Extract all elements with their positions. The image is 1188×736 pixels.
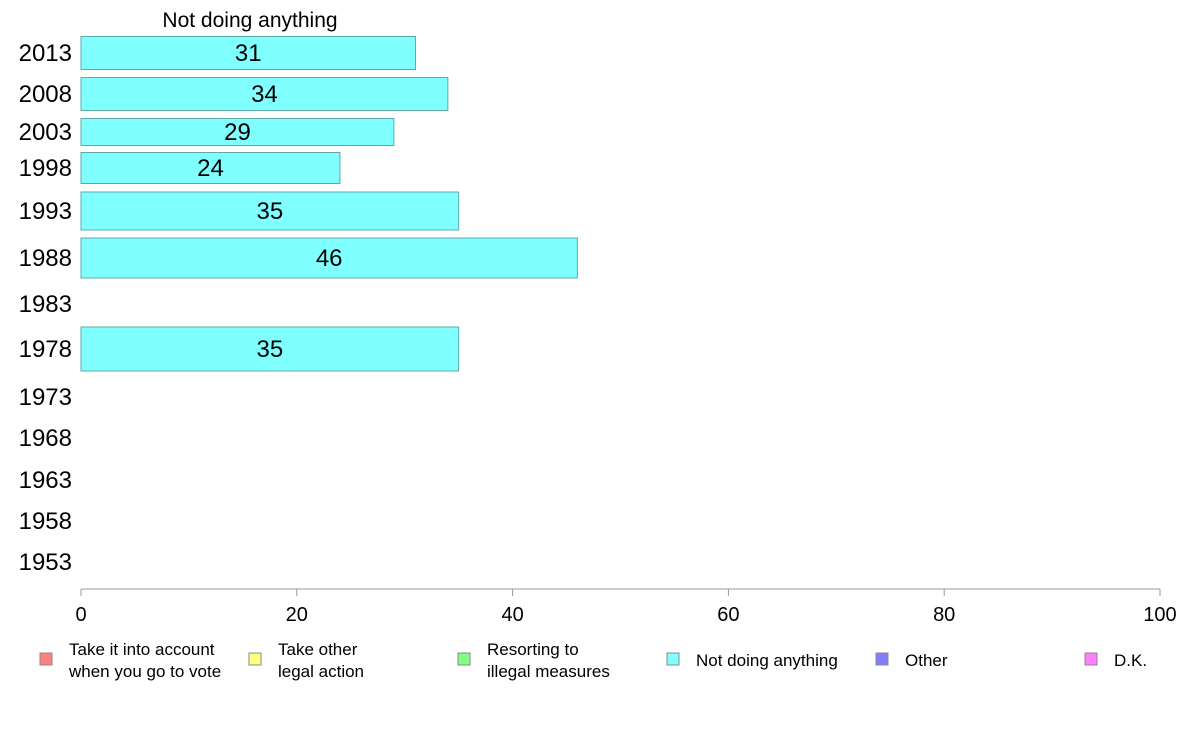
legend-label: Not doing anything (696, 651, 838, 670)
legend-item-2: Take other legal action (248, 640, 364, 681)
legend-label: Other (905, 651, 948, 670)
legend-swatch (457, 652, 471, 666)
x-tick-label-40: 40 (501, 604, 523, 626)
chart-title: Not doing anything (162, 9, 337, 32)
x-tick-label-100: 100 (1143, 604, 1176, 626)
legend-swatch (248, 652, 262, 666)
bar-value-label-1998: 24 (197, 155, 224, 182)
category-label-1988: 1988 (19, 245, 72, 272)
category-label-1978: 1978 (19, 336, 72, 363)
legend-item-3: Resorting to illegal measures (457, 640, 610, 681)
category-label-1958: 1958 (19, 508, 72, 535)
bar-value-label-1988: 46 (316, 245, 343, 272)
category-label-1963: 1963 (19, 467, 72, 494)
category-label-2013: 2013 (19, 40, 72, 67)
bar-2003 (80, 118, 395, 146)
legend-item-5: Other (875, 651, 948, 670)
legend-label: Take it into account when you go to vote (68, 640, 221, 681)
category-label-1998: 1998 (19, 155, 72, 182)
category-label-1953: 1953 (19, 549, 72, 576)
bar-value-label-1993: 35 (256, 198, 283, 225)
category-label-2008: 2008 (19, 81, 72, 108)
category-label-1983: 1983 (19, 291, 72, 318)
bar-value-label-2003: 29 (224, 119, 251, 146)
legend-swatch (1084, 652, 1098, 666)
bar-value-label-2008: 34 (251, 81, 278, 108)
category-label-2003: 2003 (19, 119, 72, 146)
legend-item-1: Take it into account when you go to vote (39, 640, 221, 681)
category-label-1993: 1993 (19, 198, 72, 225)
bar-1993 (80, 191, 460, 231)
legend-label: Resorting to illegal measures (487, 640, 610, 681)
category-label-1968: 1968 (19, 425, 72, 452)
x-tick-label-80: 80 (933, 604, 955, 626)
legend-swatch (666, 652, 680, 666)
x-tick-label-60: 60 (717, 604, 739, 626)
category-label-1973: 1973 (19, 384, 72, 411)
legend-item-4: Not doing anything (666, 651, 838, 670)
legend-swatch (875, 652, 889, 666)
legend: Take it into account when you go to vote T… (39, 640, 1147, 681)
x-axis: 0 20 40 60 80 100 (75, 588, 1177, 626)
bar-1978 (80, 326, 460, 372)
legend-label: Take other legal action (278, 640, 364, 681)
category-labels: 2013 2008 2003 1998 1993 1988 1983 1978 1973 1968… (19, 40, 72, 576)
legend-swatch (39, 652, 53, 666)
legend-label: D.K. (1114, 651, 1147, 670)
bar-2013 (80, 36, 416, 70)
x-tick-label-20: 20 (286, 604, 308, 626)
bar-2008 (80, 77, 449, 111)
bar-1988 (80, 237, 578, 279)
bar-value-label-2013: 31 (235, 40, 262, 67)
bar-value-label-1978: 35 (256, 336, 283, 363)
legend-item-6: D.K. (1084, 651, 1147, 670)
x-tick-label-0: 0 (75, 604, 86, 626)
bar-1998 (80, 152, 341, 184)
